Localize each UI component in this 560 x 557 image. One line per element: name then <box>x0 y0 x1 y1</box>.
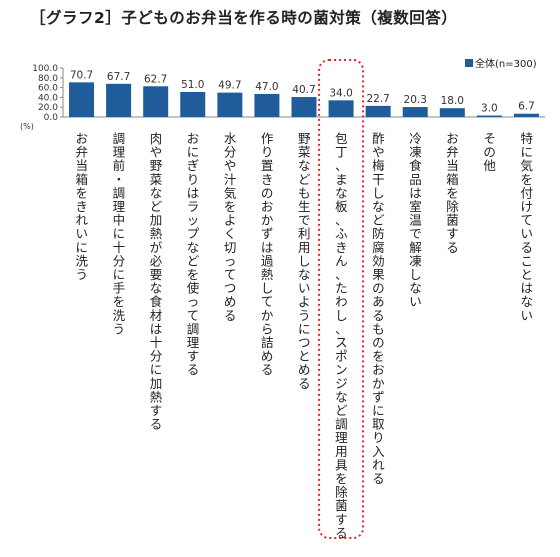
bar <box>106 83 132 117</box>
value-label: 51.0 <box>181 79 204 91</box>
highlight-box <box>318 59 365 539</box>
category-label: 特に気を付けていることはない <box>520 131 533 323</box>
bar <box>328 100 354 117</box>
value-label: 40.7 <box>292 84 315 96</box>
category-label: 水分や汁気をよく切ってつめる <box>224 131 237 323</box>
bar <box>402 107 428 117</box>
value-label: 18.0 <box>441 95 464 107</box>
value-label: 20.3 <box>404 94 427 106</box>
bar <box>217 92 243 117</box>
value-label: 6.7 <box>518 101 535 113</box>
bar <box>439 108 465 117</box>
bar <box>476 115 502 117</box>
value-label: 67.7 <box>107 71 130 83</box>
value-label: 47.0 <box>255 81 278 93</box>
bar <box>143 86 169 117</box>
chart-title: ［グラフ2］子どものお弁当を作る時の菌対策（複数回答） <box>30 9 458 27</box>
category-label: 包丁、まな板、ふきん、たわし、スポンジなど調理用具を除菌する <box>335 131 348 540</box>
value-label: 70.7 <box>70 69 93 81</box>
bar <box>254 93 280 117</box>
y-tick-label: 80.0 <box>38 74 58 84</box>
legend: 全体(n=300) <box>465 57 537 70</box>
category-label: 酢や梅干しなど防腐効果のあるものをおかずに取り入れる <box>372 131 385 486</box>
category-labels: お弁当箱をきれいに洗う 調理前・調理中に十分に手を洗う 肉や野菜など加熱が必要な食材… <box>76 131 533 540</box>
value-label: 22.7 <box>366 93 389 105</box>
bar <box>365 105 391 117</box>
bar <box>513 113 539 117</box>
y-tick-label: 100.0 <box>32 64 58 74</box>
y-tick-label: 20.0 <box>38 103 58 113</box>
y-tick-label: 40.0 <box>38 93 58 103</box>
bar <box>180 92 206 117</box>
bar <box>69 82 95 117</box>
highlight-frame <box>318 59 365 539</box>
legend-swatch <box>465 59 473 67</box>
y-tick-label: 0.0 <box>44 113 59 123</box>
value-label: 3.0 <box>481 103 498 115</box>
category-label: 作り置きのおかずは過熱してから詰める <box>261 131 274 377</box>
category-label: お弁当箱をきれいに洗う <box>76 131 89 282</box>
category-label: 肉や野菜など加熱が必要な食材は十分に加熱する <box>150 131 163 432</box>
bars <box>69 82 539 117</box>
category-label: 冷凍食品は室温で解凍しない <box>409 131 422 309</box>
value-label: 34.0 <box>329 87 352 99</box>
category-label: 調理前・調理中に十分に手を洗う <box>113 131 126 336</box>
category-label: お弁当箱を除菌する <box>446 131 459 255</box>
value-labels: 70.7 67.7 62.7 51.0 49.7 47.0 40.7 34.0 22.7 20.3… <box>70 69 535 114</box>
category-label: その他 <box>483 131 496 173</box>
y-tick-label: 60.0 <box>38 84 58 94</box>
category-label: おにぎりはラップなどを使って調理する <box>187 131 200 377</box>
unit-label: (%) <box>20 122 34 131</box>
value-label: 62.7 <box>144 73 167 85</box>
bar <box>291 97 317 117</box>
legend-label: 全体(n=300) <box>475 57 537 70</box>
value-label: 49.7 <box>218 80 241 92</box>
category-label: 野菜なども生で利用しないようにつとめる <box>298 131 311 391</box>
